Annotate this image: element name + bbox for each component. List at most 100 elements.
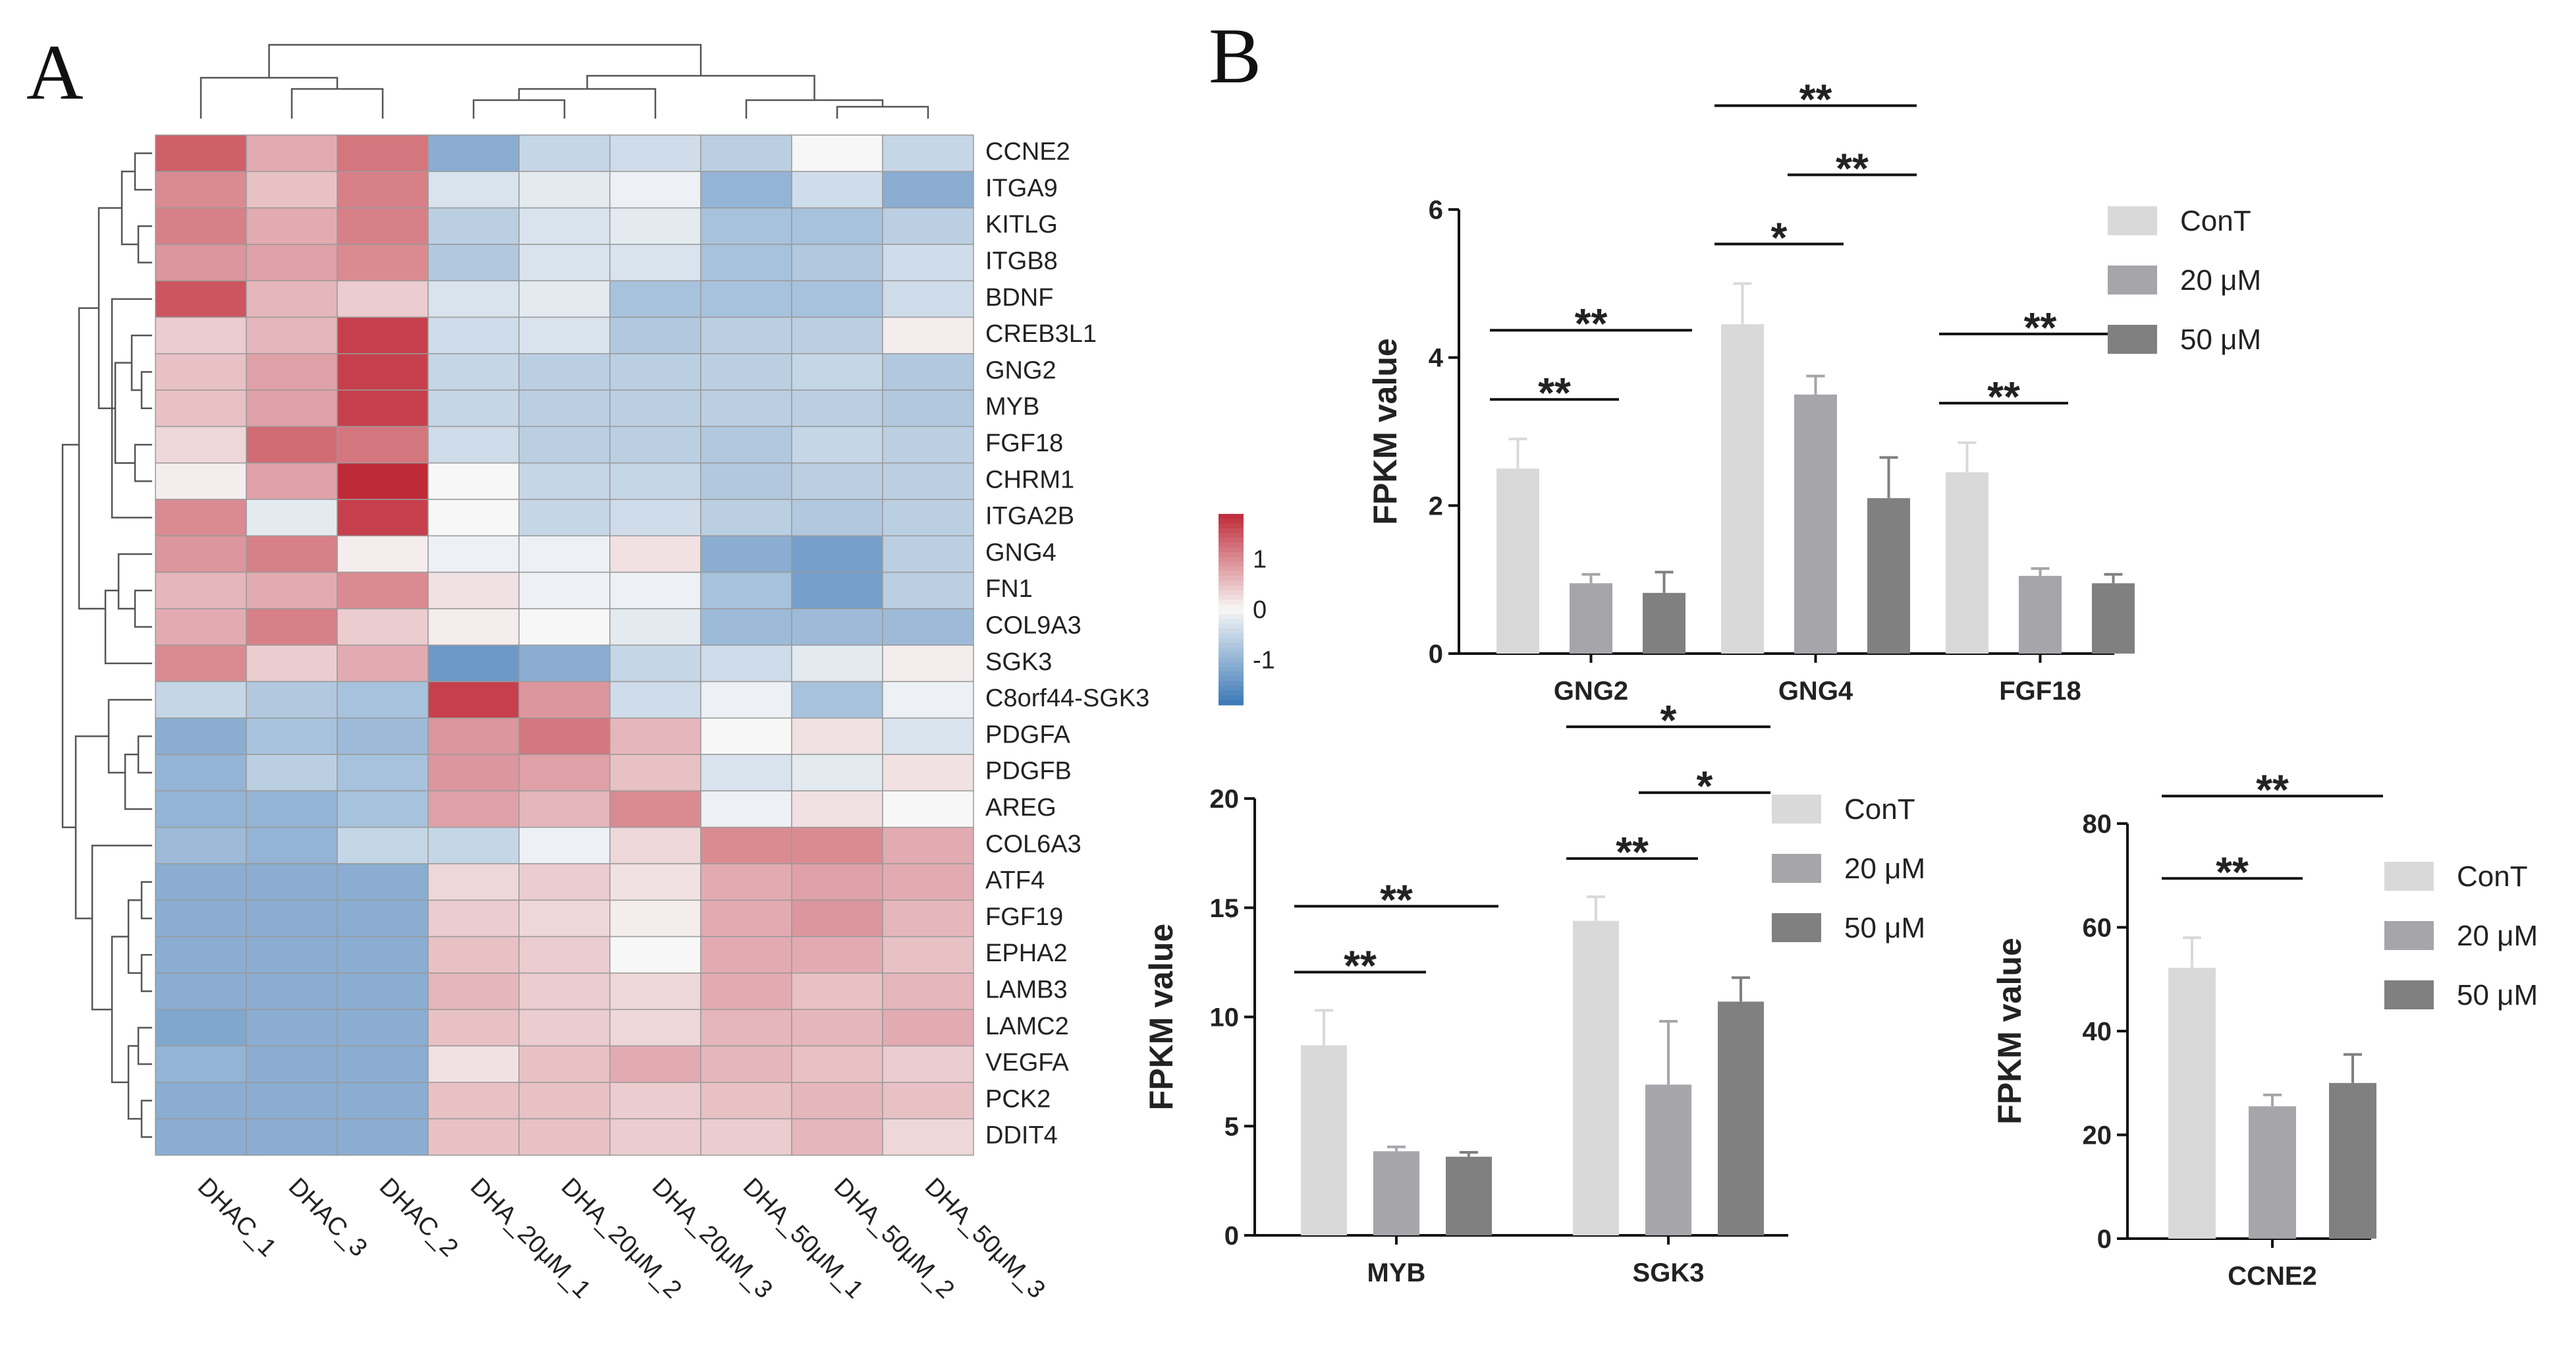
heatmap-cell-c8orf44-sgk3-dha-20-m-2 bbox=[518, 681, 611, 719]
heatmap-cell-ccne2-dha-50-m-1 bbox=[700, 134, 792, 173]
heatmap-cell-atf4-dhac-1 bbox=[155, 863, 247, 901]
x-category-label-ccne2: CCNE2 bbox=[2228, 1262, 2317, 1291]
colorbar-segment bbox=[1219, 638, 1244, 644]
legend-swatch-cont bbox=[1772, 795, 1821, 824]
heatmap-cell-fn1-dha-20-m-1 bbox=[427, 571, 520, 609]
heatmap-cell-kitlg-dha-50-m-3 bbox=[882, 207, 974, 245]
heatmap-cell-c8orf44-sgk3-dhac-3 bbox=[246, 681, 338, 719]
colorbar-segment bbox=[1219, 623, 1244, 629]
heatmap-cell-fgf18-dhac-3 bbox=[246, 426, 338, 464]
significance-marker: ** bbox=[1836, 144, 1869, 192]
heatmap-cell-pdgfa-dhac-2 bbox=[337, 717, 429, 755]
bar-fgf18-20-m bbox=[2019, 576, 2062, 654]
heatmap-cell-pdgfb-dha-20-m-2 bbox=[518, 754, 611, 792]
heatmap-cell-ddit4-dhac-1 bbox=[155, 1118, 247, 1156]
legend-label-50-m: 50 μM bbox=[2180, 323, 2261, 356]
heatmap-cell-areg-dha-20-m-2 bbox=[518, 790, 611, 828]
bar-myb-20-m bbox=[1373, 1151, 1419, 1235]
row-dendrogram-branch bbox=[127, 899, 142, 974]
heatmap-cell-pck2-dha-20-m-1 bbox=[427, 1082, 520, 1119]
heatmap-cell-pdgfb-dhac-3 bbox=[246, 754, 338, 792]
legend-label-cont: ConT bbox=[2457, 860, 2528, 893]
row-dendrogram-branch bbox=[127, 1045, 142, 1120]
colorbar-segment bbox=[1219, 652, 1244, 658]
heatmap-cell-itgb8-dha-20-m-2 bbox=[518, 244, 611, 281]
x-category-label-gng2: GNG2 bbox=[1554, 677, 1628, 706]
heatmap-cell-gng4-dhac-1 bbox=[155, 535, 247, 573]
legend-swatch-20-m bbox=[2108, 266, 2157, 295]
colorbar-segment bbox=[1219, 514, 1244, 519]
y-tick-label: 15 bbox=[1210, 894, 1240, 923]
heatmap-cell-fn1-dha-50-m-3 bbox=[882, 571, 974, 609]
heatmap-cell-kitlg-dhac-1 bbox=[155, 207, 247, 245]
heatmap-cell-gng2-dhac-1 bbox=[155, 353, 247, 391]
heatmap-cell-bdnf-dhac-2 bbox=[337, 280, 429, 318]
heatmap-cell-fgf19-dha-20-m-1 bbox=[427, 899, 520, 938]
heatmap-cell-ddit4-dha-20-m-1 bbox=[427, 1118, 520, 1156]
heatmap-cell-fgf19-dhac-3 bbox=[246, 899, 338, 938]
heatmap-cell-lamb3-dhac-1 bbox=[155, 972, 247, 1010]
heatmap-cell-itga9-dha-50-m-2 bbox=[791, 171, 883, 209]
bar-sgk3-20-m bbox=[1645, 1084, 1691, 1235]
heatmap-cell-chrm1-dhac-1 bbox=[155, 462, 247, 500]
colorbar-segment bbox=[1219, 609, 1244, 615]
heatmap-cell-pck2-dha-20-m-3 bbox=[609, 1082, 701, 1119]
row-dendrogram-branch bbox=[114, 362, 135, 464]
row-label-fn1: FN1 bbox=[985, 575, 1033, 603]
legend-label-50-m: 50 μM bbox=[1844, 912, 1925, 944]
row-dendrogram-branch bbox=[117, 553, 152, 610]
y-tick-label: 40 bbox=[2083, 1017, 2112, 1046]
heatmap-cell-pck2-dha-50-m-2 bbox=[791, 1082, 883, 1119]
heatmap-cell-gng2-dha-20-m-2 bbox=[518, 353, 611, 391]
legend-swatch-50-m bbox=[2384, 980, 2434, 1009]
row-dendrogram-branch bbox=[140, 1100, 152, 1138]
heatmap-cell-lamb3-dha-20-m-1 bbox=[427, 972, 520, 1010]
heatmap-cell-gng4-dha-50-m-2 bbox=[791, 535, 883, 573]
row-dendrogram-branch bbox=[97, 207, 122, 409]
x-category-label-myb: MYB bbox=[1367, 1258, 1426, 1287]
heatmap-cell-itgb8-dha-50-m-1 bbox=[700, 244, 792, 281]
bar-gng4-20-m bbox=[1794, 394, 1837, 654]
heatmap-cell-fgf18-dha-50-m-2 bbox=[791, 426, 883, 464]
heatmap-cell-ccne2-dha-50-m-3 bbox=[882, 134, 974, 173]
significance-marker: * bbox=[1697, 762, 1713, 810]
heatmap-cell-creb3l1-dha-20-m-2 bbox=[518, 316, 611, 354]
heatmap-cell-col9a3-dha-50-m-3 bbox=[882, 608, 974, 646]
colorbar-segment bbox=[1219, 700, 1244, 706]
heatmap-cell-col9a3-dha-20-m-2 bbox=[518, 608, 611, 646]
heatmap-cell-ddit4-dhac-3 bbox=[246, 1118, 338, 1156]
heatmap-cell-itga2b-dha-20-m-1 bbox=[427, 499, 520, 537]
heatmap-cell-pck2-dha-20-m-2 bbox=[518, 1082, 611, 1119]
heatmap-cell-epha2-dha-20-m-2 bbox=[518, 936, 611, 974]
y-tick-label: 2 bbox=[1429, 491, 1443, 520]
bar-gng2-20-m bbox=[1570, 583, 1612, 654]
heatmap-cell-sgk3-dha-50-m-1 bbox=[700, 644, 792, 683]
heatmap-cell-col9a3-dha-20-m-1 bbox=[427, 608, 520, 646]
heatmap-cell-chrm1-dha-50-m-3 bbox=[882, 462, 974, 500]
colorbar-segment bbox=[1219, 629, 1244, 634]
colorbar-segment bbox=[1219, 523, 1244, 529]
heatmap-cell-fgf18-dhac-1 bbox=[155, 426, 247, 464]
heatmap-cell-kitlg-dha-20-m-2 bbox=[518, 207, 611, 245]
legend-swatch-cont bbox=[2384, 862, 2434, 891]
row-dendrogram-branch bbox=[140, 881, 152, 920]
row-dendrogram-branch bbox=[104, 590, 152, 665]
heatmap-cell-c8orf44-sgk3-dhac-1 bbox=[155, 681, 247, 719]
colorbar-segment bbox=[1219, 561, 1244, 567]
x-category-label-sgk3: SGK3 bbox=[1633, 1258, 1705, 1287]
colorbar-segment bbox=[1219, 642, 1244, 648]
heatmap-cell-itgb8-dhac-2 bbox=[337, 244, 429, 281]
legend-label-50-m: 50 μM bbox=[2457, 979, 2538, 1011]
heatmap-cell-vegfa-dhac-1 bbox=[155, 1045, 247, 1083]
heatmap-cell-areg-dhac-3 bbox=[246, 790, 338, 828]
heatmap-cell-atf4-dha-20-m-1 bbox=[427, 863, 520, 901]
heatmap-cell-fgf19-dha-20-m-3 bbox=[609, 899, 701, 938]
panel-a-letter: A bbox=[26, 28, 84, 116]
column-dendrogram-branch bbox=[472, 99, 566, 119]
significance-marker: ** bbox=[1987, 373, 2020, 420]
row-dendrogram-branch bbox=[140, 954, 152, 992]
heatmap-cell-gng4-dha-20-m-3 bbox=[609, 535, 701, 573]
y-tick-label: 60 bbox=[2083, 914, 2112, 943]
row-dendrogram-branch bbox=[137, 1026, 152, 1065]
